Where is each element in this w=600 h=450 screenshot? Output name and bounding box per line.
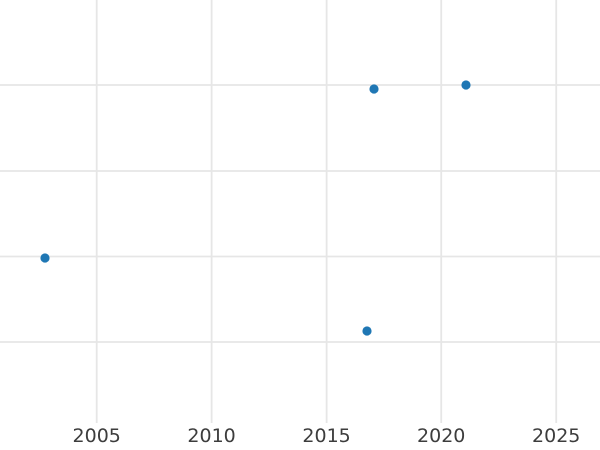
- data-point: [369, 84, 379, 94]
- data-point: [461, 80, 471, 90]
- x-tick-label: 2025: [532, 425, 580, 447]
- data-point: [40, 253, 50, 263]
- data-point: [362, 326, 372, 336]
- x-tick-label: 2015: [302, 425, 350, 447]
- x-tick-label: 2005: [73, 425, 121, 447]
- x-tick-label: 2010: [187, 425, 235, 447]
- x-tick-label: 2020: [417, 425, 465, 447]
